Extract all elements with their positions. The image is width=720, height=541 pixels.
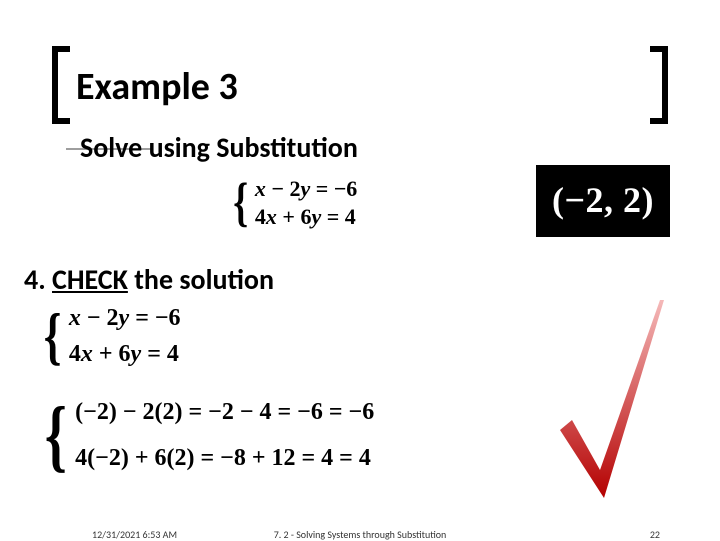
system-bot: { (−2) − 2(2) = −2 − 4 = −6 = −6 4(−2) +… bbox=[40, 390, 374, 481]
title-container: Example 3 bbox=[52, 46, 668, 126]
eq2: 4x + 6y = 4 bbox=[255, 203, 357, 231]
slide-title: Example 3 bbox=[76, 64, 238, 110]
title-brackets: Example 3 bbox=[52, 46, 668, 126]
checkmark-icon bbox=[552, 290, 672, 500]
system-top-lines: x − 2y = −6 4x + 6y = 4 bbox=[255, 175, 357, 230]
eq2: 4x + 6y = 4 bbox=[69, 336, 181, 372]
eq1: x − 2y = −6 bbox=[255, 175, 357, 203]
subtitle: Solve using Substitution bbox=[80, 130, 358, 165]
step-rest: the solution bbox=[128, 262, 274, 297]
step-underlined: CHECK bbox=[52, 262, 128, 297]
step-number: 4. bbox=[24, 262, 46, 297]
system-top: { x − 2y = −6 4x + 6y = 4 bbox=[230, 175, 357, 230]
brace-icon: { bbox=[45, 404, 67, 468]
bracket-left-icon bbox=[52, 46, 70, 124]
system-mid-lines: x − 2y = −6 4x + 6y = 4 bbox=[69, 300, 181, 372]
eq1: x − 2y = −6 bbox=[69, 300, 181, 336]
step-label: 4. CHECK the solution bbox=[24, 262, 274, 297]
answer-box: (−2, 2) bbox=[536, 165, 670, 237]
eq1: (−2) − 2(2) = −2 − 4 = −6 = −6 bbox=[75, 390, 374, 436]
brace-icon: { bbox=[233, 181, 248, 224]
bracket-right-icon bbox=[650, 46, 668, 124]
footer-page: 22 bbox=[650, 528, 660, 541]
brace-icon: { bbox=[44, 310, 62, 361]
system-bot-lines: (−2) − 2(2) = −2 − 4 = −6 = −6 4(−2) + 6… bbox=[75, 390, 374, 481]
system-mid: { x − 2y = −6 4x + 6y = 4 bbox=[40, 300, 181, 372]
footer-center: 7. 2 - Solving Systems through Substitut… bbox=[0, 528, 720, 541]
eq2: 4(−2) + 6(2) = −8 + 12 = 4 = 4 bbox=[75, 436, 374, 482]
